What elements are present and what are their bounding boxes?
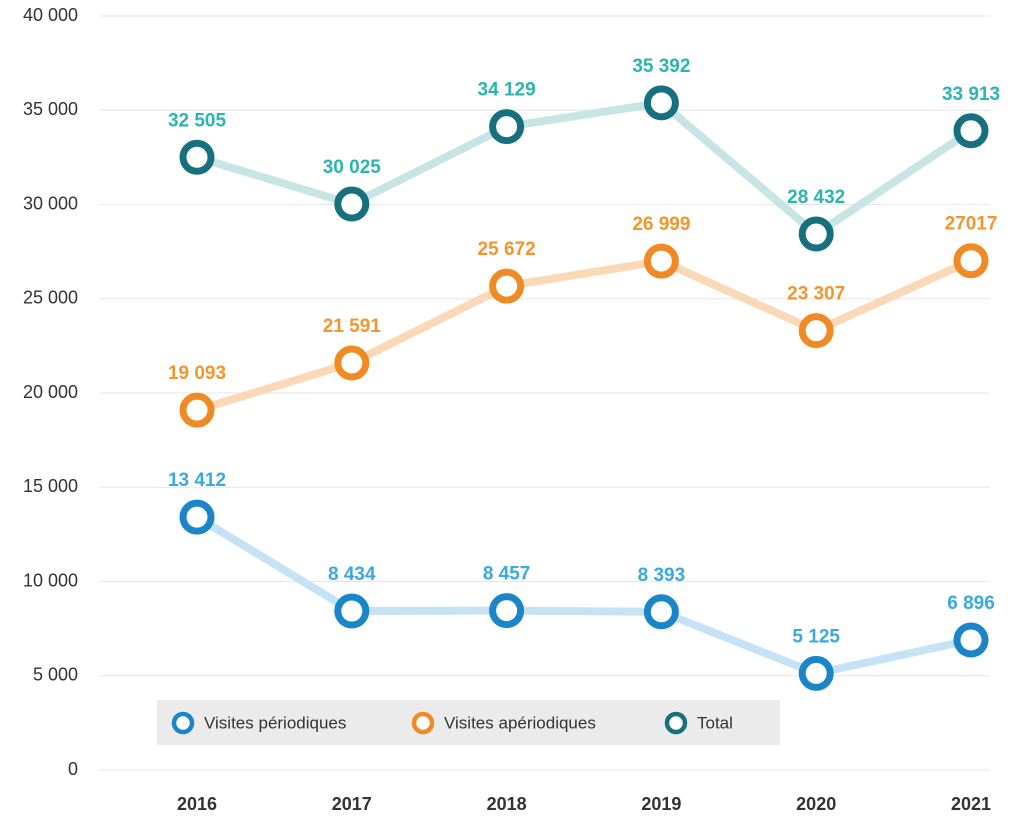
data-point (643, 85, 679, 121)
data-point (489, 268, 525, 304)
data-point (953, 622, 989, 658)
data-label: 8 457 (483, 564, 531, 585)
data-point (643, 594, 679, 630)
data-label: 5 125 (792, 626, 840, 647)
y-tick-label: 15 000 (23, 476, 78, 496)
data-point (334, 593, 370, 629)
x-tick-label: 2021 (951, 794, 991, 814)
data-label: 35 392 (632, 56, 690, 77)
series-line (195, 257, 973, 414)
legend-swatch (411, 711, 435, 735)
data-label: 8 434 (328, 564, 376, 585)
legend-swatch (664, 711, 688, 735)
data-label: 26 999 (632, 214, 690, 235)
data-point (798, 313, 834, 349)
legend-label: Visites périodiques (204, 713, 346, 732)
data-label: 19 093 (168, 363, 226, 384)
x-tick-label: 2016 (177, 794, 217, 814)
legend-label: Visites apériodiques (444, 713, 596, 732)
data-point (334, 345, 370, 381)
data-label: 34 129 (478, 80, 536, 101)
x-tick-label: 2019 (641, 794, 681, 814)
data-label: 30 025 (323, 157, 382, 178)
data-label: 8 393 (638, 565, 686, 586)
data-label: 33 913 (942, 84, 1000, 105)
data-label: 32 505 (168, 110, 227, 131)
legend-label: Total (697, 713, 733, 732)
y-tick-label: 10 000 (23, 570, 78, 590)
data-label: 23 307 (787, 284, 845, 305)
data-point (489, 109, 525, 145)
data-point (334, 186, 370, 222)
data-point (798, 655, 834, 691)
y-tick-label: 30 000 (23, 193, 78, 213)
series-line (194, 513, 972, 678)
data-label: 25 672 (478, 239, 536, 260)
data-point (798, 216, 834, 252)
data-label: 13 412 (168, 470, 226, 491)
x-tick-label: 2020 (796, 794, 836, 814)
data-label: 28 432 (787, 187, 845, 208)
x-tick-label: 2018 (487, 794, 527, 814)
data-label: 27017 (945, 214, 998, 235)
y-tick-label: 25 000 (23, 288, 78, 308)
data-label: 21 591 (323, 316, 382, 337)
data-point (179, 139, 215, 175)
data-point (179, 499, 215, 535)
y-tick-label: 35 000 (23, 99, 78, 119)
data-point (643, 243, 679, 279)
data-point (179, 392, 215, 428)
data-point (489, 593, 525, 629)
y-tick-label: 0 (68, 759, 78, 779)
series-line (195, 98, 974, 239)
x-tick-label: 2017 (332, 794, 372, 814)
y-tick-label: 20 000 (23, 382, 78, 402)
y-tick-label: 5 000 (33, 665, 78, 685)
y-tick-label: 40 000 (23, 5, 78, 25)
legend-swatch (171, 711, 195, 735)
data-point (953, 113, 989, 149)
data-label: 6 896 (947, 593, 995, 614)
data-point (953, 243, 989, 279)
